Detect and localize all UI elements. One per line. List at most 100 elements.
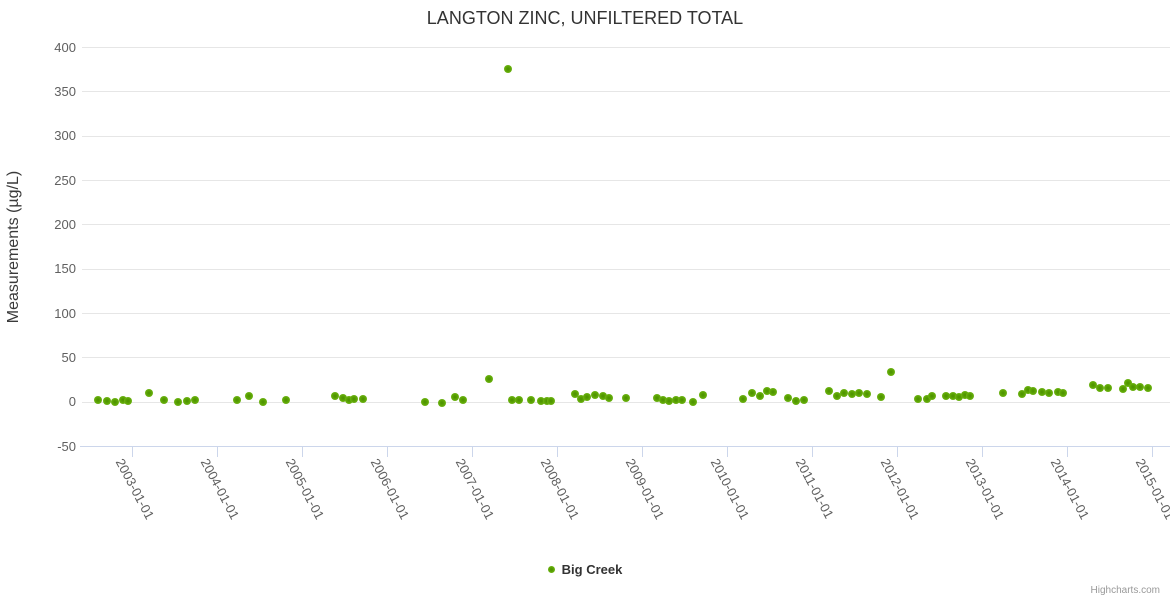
data-point[interactable] [960, 390, 969, 399]
legend-marker-icon [547, 566, 555, 573]
data-point[interactable] [190, 395, 199, 404]
data-point[interactable] [93, 395, 102, 404]
data-point[interactable] [118, 396, 127, 405]
data-point[interactable] [1103, 383, 1112, 392]
data-point[interactable] [768, 387, 777, 396]
data-point[interactable] [173, 397, 182, 406]
highcharts-credits-link[interactable]: Highcharts.com [1090, 585, 1160, 596]
data-point[interactable] [103, 396, 112, 405]
x-tick-mark [642, 447, 643, 457]
data-point[interactable] [755, 391, 764, 400]
data-point[interactable] [1118, 385, 1127, 394]
data-point[interactable] [421, 397, 429, 406]
data-point[interactable] [598, 392, 607, 401]
data-point[interactable] [359, 395, 367, 403]
data-point[interactable] [659, 395, 667, 404]
data-point[interactable] [1017, 390, 1026, 399]
data-point[interactable] [503, 65, 512, 74]
data-point[interactable] [233, 395, 241, 404]
data-point[interactable] [1045, 388, 1054, 397]
data-point[interactable] [1124, 379, 1132, 387]
data-point[interactable] [1023, 386, 1032, 395]
data-point[interactable] [542, 397, 551, 406]
data-point[interactable] [824, 387, 833, 395]
x-tick-mark [217, 447, 218, 457]
data-point[interactable] [954, 393, 963, 402]
data-point[interactable] [1053, 387, 1062, 396]
data-point[interactable] [183, 396, 191, 405]
data-point[interactable] [515, 396, 524, 405]
data-point[interactable] [621, 393, 630, 402]
data-point[interactable] [281, 395, 290, 404]
data-point[interactable] [1038, 387, 1047, 396]
data-point[interactable] [536, 397, 545, 406]
data-point[interactable] [1028, 387, 1037, 395]
data-point[interactable] [123, 396, 132, 405]
data-point[interactable] [792, 396, 801, 405]
data-point[interactable] [863, 390, 871, 399]
data-point[interactable] [840, 388, 849, 397]
data-point[interactable] [876, 393, 885, 402]
data-point[interactable] [847, 390, 856, 399]
data-point[interactable] [854, 388, 863, 397]
data-point[interactable] [458, 395, 467, 404]
x-tick-label: 2009-01-01 [622, 456, 668, 522]
data-point[interactable] [570, 389, 579, 398]
data-point[interactable] [762, 387, 771, 395]
data-point[interactable] [1129, 383, 1138, 391]
data-point[interactable] [886, 368, 895, 377]
data-point[interactable] [507, 396, 516, 405]
data-point[interactable] [671, 395, 680, 404]
x-tick-mark [302, 447, 303, 457]
gridline [82, 180, 1170, 181]
data-point[interactable] [605, 394, 614, 403]
data-point[interactable] [110, 397, 119, 406]
x-tick-mark [982, 447, 983, 457]
y-tick-label: 50 [61, 349, 76, 365]
data-point[interactable] [665, 397, 673, 406]
data-point[interactable] [699, 390, 707, 399]
data-point[interactable] [1143, 383, 1152, 392]
data-point[interactable] [688, 397, 697, 406]
data-point[interactable] [350, 395, 359, 403]
data-point[interactable] [653, 394, 662, 403]
x-tick-mark [557, 447, 558, 457]
data-point[interactable] [245, 391, 254, 400]
data-point[interactable] [583, 393, 592, 402]
data-point[interactable] [345, 395, 354, 404]
data-point[interactable] [144, 388, 153, 397]
data-point[interactable] [160, 395, 169, 404]
data-point[interactable] [258, 397, 267, 406]
data-point[interactable] [832, 391, 841, 400]
data-point[interactable] [1089, 380, 1098, 389]
x-tick-label: 2006-01-01 [367, 456, 413, 522]
data-point[interactable] [438, 398, 446, 407]
data-point[interactable] [450, 393, 459, 402]
data-point[interactable] [928, 392, 937, 401]
x-tick-label: 2003-01-01 [112, 456, 158, 522]
legend-item-big-creek[interactable]: Big Creek [547, 562, 622, 577]
data-point[interactable] [677, 395, 686, 404]
data-point[interactable] [526, 396, 535, 405]
data-point[interactable] [800, 395, 809, 404]
data-point[interactable] [1135, 383, 1144, 391]
data-point[interactable] [591, 390, 599, 399]
data-point[interactable] [338, 394, 347, 403]
data-point[interactable] [1095, 383, 1104, 392]
data-point[interactable] [941, 391, 950, 400]
data-point[interactable] [948, 392, 957, 401]
data-point[interactable] [999, 388, 1007, 397]
y-axis-title: Measurements (µg/L) [5, 170, 22, 324]
data-point[interactable] [1058, 388, 1067, 397]
data-point[interactable] [784, 394, 792, 403]
gridline [82, 224, 1170, 226]
data-point[interactable] [747, 388, 756, 397]
data-point[interactable] [739, 395, 748, 403]
data-point[interactable] [576, 395, 585, 403]
data-point[interactable] [965, 391, 974, 400]
data-point[interactable] [484, 374, 493, 383]
data-point[interactable] [923, 395, 932, 403]
data-point[interactable] [330, 391, 339, 400]
data-point[interactable] [546, 397, 555, 406]
data-point[interactable] [914, 395, 922, 403]
